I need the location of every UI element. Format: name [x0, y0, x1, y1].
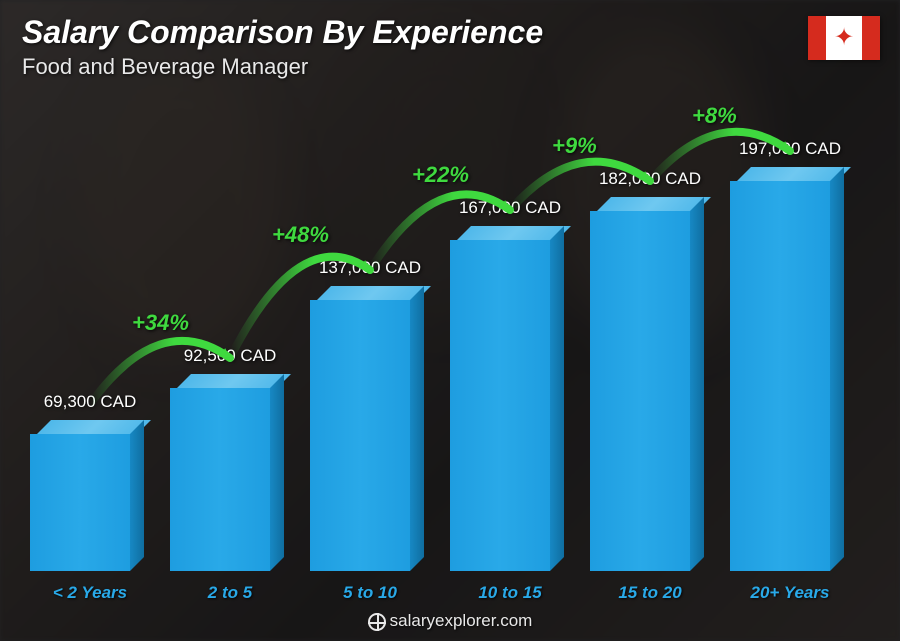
growth-pct: +22% — [412, 162, 469, 188]
chart-subtitle: Food and Beverage Manager — [22, 54, 308, 80]
bar-label: 20+ Years — [720, 583, 860, 603]
bar-label: 10 to 15 — [440, 583, 580, 603]
chart-content: Salary Comparison By Experience Food and… — [0, 0, 900, 641]
chart-title: Salary Comparison By Experience — [22, 14, 543, 51]
bar-side — [130, 420, 144, 571]
bar-label: 15 to 20 — [580, 583, 720, 603]
bar-value: 182,000 CAD — [580, 169, 720, 189]
flag-band-mid: ✦ — [826, 16, 862, 60]
bar-value: 167,000 CAD — [440, 198, 580, 218]
bar-value: 92,500 CAD — [160, 346, 300, 366]
flag-band-left — [808, 16, 826, 60]
bar-group: 167,000 CAD10 to 15 — [450, 240, 570, 571]
footer-text: salaryexplorer.com — [390, 611, 533, 630]
bar-front — [310, 300, 410, 571]
bar-front — [730, 181, 830, 571]
bar-group: 69,300 CAD< 2 Years — [30, 434, 150, 571]
growth-pct: +9% — [552, 133, 597, 159]
bar-value: 137,000 CAD — [300, 258, 440, 278]
flag-band-right — [862, 16, 880, 60]
bar-side — [410, 286, 424, 571]
bar-chart: 69,300 CAD< 2 Years92,500 CAD2 to 5137,0… — [30, 101, 860, 571]
bar-label: 5 to 10 — [300, 583, 440, 603]
bar-group: 137,000 CAD5 to 10 — [310, 300, 430, 571]
bar-side — [550, 226, 564, 571]
growth-pct: +34% — [132, 310, 189, 336]
bar-value: 197,000 CAD — [720, 139, 860, 159]
bar-label: < 2 Years — [20, 583, 160, 603]
bar-front — [450, 240, 550, 571]
bar-group: 92,500 CAD2 to 5 — [170, 388, 290, 571]
growth-pct: +48% — [272, 222, 329, 248]
bar-side — [270, 374, 284, 571]
bar-front — [170, 388, 270, 571]
growth-pct: +8% — [692, 103, 737, 129]
bar-group: 182,000 CAD15 to 20 — [590, 211, 710, 571]
bar-side — [690, 197, 704, 571]
bar-side — [830, 167, 844, 571]
bar-value: 69,300 CAD — [20, 392, 160, 412]
country-flag: ✦ — [808, 16, 880, 60]
bar-front — [30, 434, 130, 571]
bar-label: 2 to 5 — [160, 583, 300, 603]
maple-leaf-icon: ✦ — [834, 26, 854, 50]
globe-icon — [368, 613, 386, 631]
footer: salaryexplorer.com — [0, 611, 900, 631]
bar-group: 197,000 CAD20+ Years — [730, 181, 850, 571]
bar-front — [590, 211, 690, 571]
